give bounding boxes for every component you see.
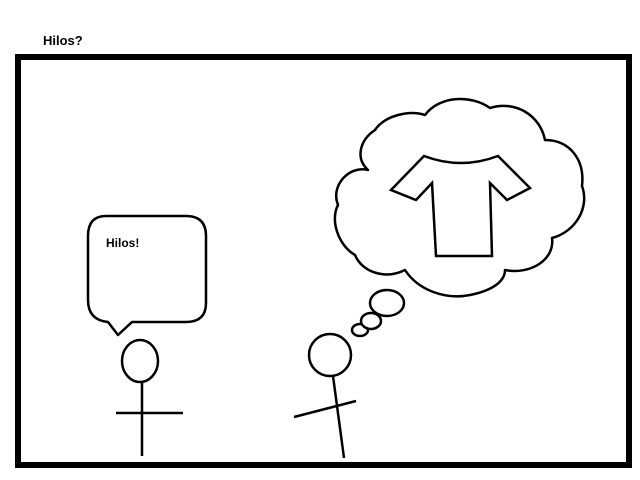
thinker-head: [307, 332, 353, 378]
speaker-head: [120, 338, 160, 384]
thought-dot-large: [368, 288, 406, 318]
thought-dot-medium: [359, 311, 383, 331]
stick-figure-thinker: [293, 332, 357, 459]
speech-bubble-outline: [86, 214, 208, 337]
speech-bubble: Hilos!: [86, 214, 208, 337]
thinker-arms: [293, 399, 357, 419]
t-shirt-icon: [388, 154, 533, 258]
page-title: Hilos?: [43, 33, 83, 48]
thinker-body: [331, 375, 346, 459]
stick-figure-speaker: [116, 338, 183, 456]
speech-bubble-text: Hilos!: [106, 236, 139, 250]
thought-trail: [350, 288, 406, 338]
